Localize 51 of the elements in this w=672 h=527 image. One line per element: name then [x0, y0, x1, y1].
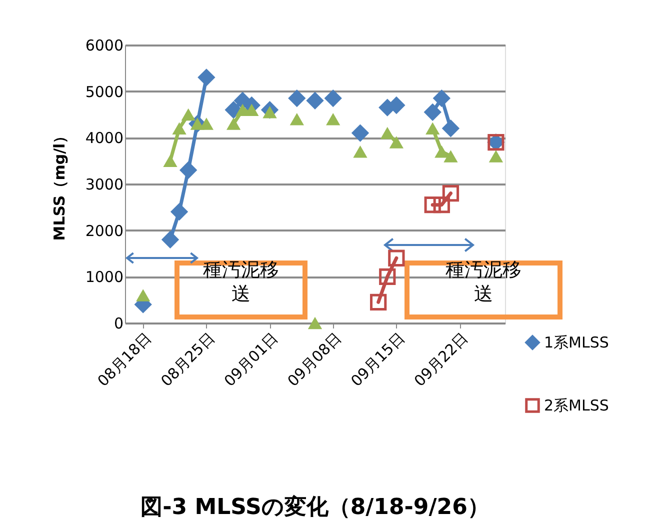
point: [380, 126, 394, 140]
point: [288, 90, 306, 107]
point: [444, 150, 458, 162]
point: [163, 154, 178, 167]
x-tick-label: 08月25日: [157, 329, 218, 390]
point: [388, 250, 405, 266]
point: [199, 118, 214, 130]
x-tick-label: 09月22日: [410, 329, 472, 390]
x-tick-label: 09月08日: [284, 329, 345, 390]
y-tick-label: 5000: [85, 82, 124, 101]
point: [424, 104, 441, 121]
point: [308, 316, 322, 330]
point: [324, 90, 342, 107]
point: [442, 184, 460, 202]
point: [434, 145, 449, 158]
point: [162, 231, 179, 248]
point: [426, 122, 440, 135]
legend-label: 2系MLSS: [544, 396, 609, 414]
point: [488, 150, 504, 162]
point: [379, 268, 396, 285]
point: [170, 203, 188, 220]
x-tick-label: 09月15日: [347, 329, 408, 390]
point: [433, 196, 450, 214]
point: [424, 196, 441, 214]
annotation: 種汚泥移送: [446, 259, 522, 305]
y-axis-title: MLSS（mg/l）: [50, 128, 68, 241]
y-tick-label: 4000: [85, 129, 124, 148]
y-tick-label: 2000: [85, 222, 124, 240]
point: [306, 92, 324, 109]
legend-label: 1系MLSS: [544, 334, 609, 352]
point: [442, 120, 460, 137]
point: [353, 145, 368, 158]
y-tick-label: 6000: [85, 36, 124, 54]
point: [181, 108, 196, 121]
point: [389, 136, 404, 148]
x-tick-label: 09月01日: [220, 329, 282, 390]
point: [180, 162, 197, 178]
point: [198, 69, 215, 86]
point: [290, 113, 304, 126]
point: [226, 118, 241, 130]
text: 図-3 MLSSの変化（8/18-9/26）: [140, 494, 490, 520]
point: [352, 124, 369, 142]
annotation: 種汚泥移送: [203, 259, 279, 305]
point: [225, 102, 242, 118]
y-tick-label: 1000: [85, 268, 124, 286]
point: [172, 122, 186, 135]
point: [326, 113, 340, 126]
point: [370, 294, 387, 310]
point: [136, 289, 150, 302]
y-tick-label: 3000: [85, 176, 124, 194]
point: [433, 90, 450, 107]
